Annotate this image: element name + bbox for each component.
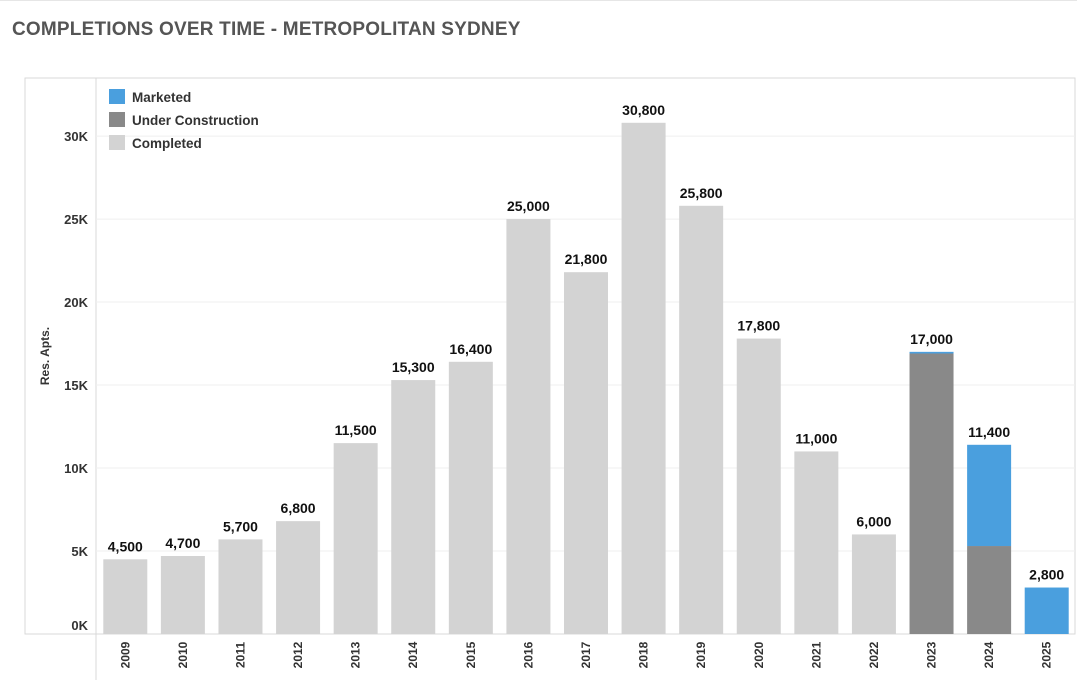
legend-swatch-completed [109,135,125,150]
y-tick-label: 25K [64,212,88,227]
bar-completed-2015 [448,361,493,634]
data-label-2022: 6,000 [856,513,891,529]
data-label-2010: 4,700 [165,535,200,551]
legend-swatch-under-construction [109,112,125,127]
x-tick-label-2015: 2015 [464,641,478,668]
y-tick-label: 10K [64,461,88,476]
bar-completed-2022 [851,534,896,634]
bar-completed-2021 [794,451,839,634]
bar-marketed-2025 [1024,587,1069,634]
data-label-2014: 15,300 [392,359,435,375]
x-tick-label-2012: 2012 [291,641,305,668]
data-label-2019: 25,800 [680,185,723,201]
data-label-2023: 17,000 [910,331,953,347]
y-tick-label: 0K [71,618,88,633]
data-label-2009: 4,500 [108,538,143,554]
x-tick-label-2017: 2017 [579,641,593,668]
data-label-2020: 17,800 [737,318,780,334]
bar-completed-2019 [679,205,724,635]
y-axis-label: Res. Apts. [38,327,52,385]
bar-marketed-2023 [909,351,954,354]
y-tick-label: 20K [64,295,88,310]
bar-completed-2012 [276,521,321,634]
bar-completed-2010 [160,555,205,634]
data-label-2021: 11,000 [795,430,837,446]
x-tick-label-2010: 2010 [176,641,190,668]
legend-swatch-marketed [109,89,125,104]
data-label-2017: 21,800 [565,251,608,267]
bar-under-construction-2024 [967,546,1012,634]
bar-completed-2009 [103,559,148,634]
bar-completed-2014 [391,380,436,634]
data-label-2018: 30,800 [622,102,665,118]
y-tick-label: 15K [64,378,88,393]
bar-completed-2017 [564,272,608,634]
bar-completed-2020 [736,338,781,634]
data-label-2015: 16,400 [449,341,492,357]
bar-completed-2011 [218,539,263,634]
x-tick-label-2016: 2016 [521,641,535,668]
x-tick-label-2014: 2014 [406,641,420,668]
y-tick-label: 5K [71,544,88,559]
x-tick-label-2021: 2021 [809,641,823,668]
legend-label-under-construction: Under Construction [132,113,259,128]
chart-title: COMPLETIONS OVER TIME - METROPOLITAN SYD… [12,19,521,40]
bar-completed-2016 [506,219,551,634]
bar-marketed-2024 [967,444,1012,547]
data-label-2024: 11,400 [968,424,1010,440]
x-tick-label-2023: 2023 [925,641,939,668]
legend-label-completed: Completed [132,136,202,151]
x-tick-label-2018: 2018 [637,641,651,668]
bar-under-construction-2023 [909,353,954,634]
bar-completed-2018 [621,122,666,634]
data-label-2016: 25,000 [507,198,550,214]
bar-completed-2013 [333,443,378,634]
data-label-2013: 11,500 [335,422,377,438]
x-tick-label-2011: 2011 [233,642,247,668]
x-tick-label-2020: 2020 [752,641,766,668]
x-tick-label-2019: 2019 [694,641,708,668]
y-tick-label: 30K [64,129,88,144]
x-tick-label-2009: 2009 [118,641,132,668]
x-tick-label-2022: 2022 [867,641,881,668]
legend-label-marketed: Marketed [132,90,191,105]
data-label-2011: 5,700 [223,518,258,534]
x-tick-label-2013: 2013 [349,641,363,668]
x-tick-label-2025: 2025 [1040,641,1054,668]
top-divider [0,0,1077,1]
data-label-2025: 2,800 [1029,567,1064,583]
x-tick-label-2024: 2024 [982,641,996,668]
data-label-2012: 6,800 [281,500,316,516]
